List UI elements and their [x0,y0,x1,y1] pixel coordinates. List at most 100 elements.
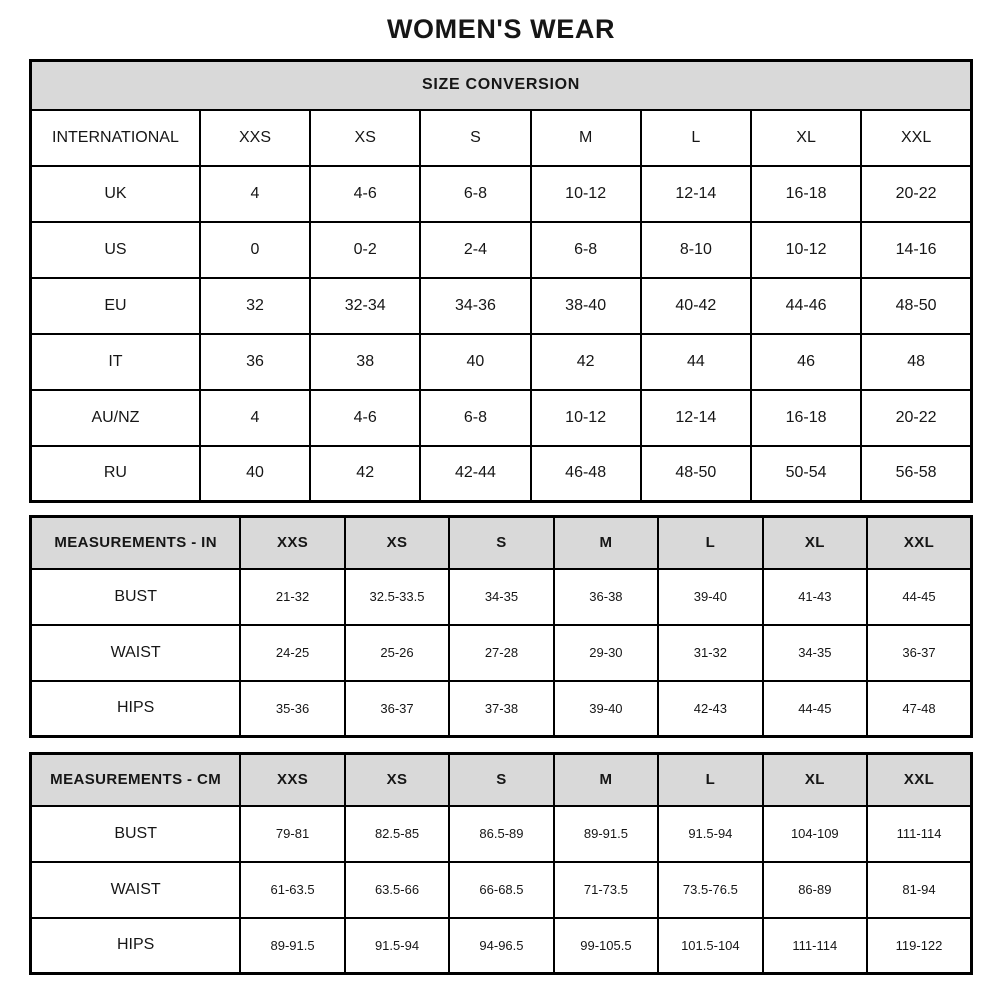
size-header-cell: M [529,108,642,167]
row-label-cell: WAIST [29,623,242,682]
row-label-cell: WAIST [29,860,242,919]
value-cell: 39-40 [552,679,660,738]
value-cell: 29-30 [552,623,660,682]
size-header-cell: M [552,752,660,807]
table-label-header-cell: MEASUREMENTS - IN [29,515,242,570]
value-cell: 6-8 [419,164,532,223]
value-cell: 63.5-66 [343,860,451,919]
value-cell: 41-43 [761,567,869,626]
value-cell: 12-14 [639,164,752,223]
value-cell: 42 [309,444,422,503]
value-cell: 44-45 [866,567,973,626]
table-row: BUST 79-81 82.5-85 86.5-89 89-91.5 91.5-94 104… [29,804,973,863]
table-title-cell: SIZE CONVERSION [29,59,973,111]
value-cell: 81-94 [866,860,973,919]
value-cell: 16-18 [749,164,863,223]
value-cell: 20-22 [860,164,973,223]
value-cell: 44 [639,332,752,391]
value-cell: 27-28 [448,623,555,682]
table-row: UK 4 4-6 6-8 10-12 12-14 16-18 20-22 [29,164,973,223]
size-header-cell: XXS [239,515,346,570]
value-cell: 32-34 [309,276,422,335]
row-label-cell: BUST [29,567,242,626]
value-cell: 61-63.5 [239,860,346,919]
table-row: AU/NZ 4 4-6 6-8 10-12 12-14 16-18 20-22 [29,388,973,447]
value-cell: 50-54 [749,444,863,503]
value-cell: 101.5-104 [657,916,764,975]
size-header-cell: XL [761,515,869,570]
value-cell: 38-40 [529,276,642,335]
size-header-cell: S [448,752,555,807]
value-cell: 48 [860,332,973,391]
value-cell: 71-73.5 [552,860,660,919]
value-cell: 16-18 [749,388,863,447]
value-cell: 48-50 [639,444,752,503]
value-cell: 36-37 [866,623,973,682]
value-cell: 36-38 [552,567,660,626]
value-cell: 42-43 [657,679,764,738]
size-header-cell: XXL [866,752,973,807]
value-cell: 86.5-89 [448,804,555,863]
value-cell: 10-12 [529,164,642,223]
value-cell: 94-96.5 [448,916,555,975]
table-row: WAIST 24-25 25-26 27-28 29-30 31-32 34-35 36-37 [29,623,973,682]
value-cell: 40-42 [639,276,752,335]
value-cell: 25-26 [343,623,451,682]
size-conversion-table: SIZE CONVERSION INTERNATIONAL XXS XS S M L XL XX… [29,59,973,503]
table-row: EU 32 32-34 34-36 38-40 40-42 44-46 48-50 [29,276,973,335]
size-header-cell: XS [343,752,451,807]
value-cell: 56-58 [860,444,973,503]
value-cell: 36 [198,332,312,391]
page-title: WOMEN'S WEAR [386,14,616,44]
value-cell: 91.5-94 [343,916,451,975]
value-cell: 40 [419,332,532,391]
value-cell: 31-32 [657,623,764,682]
value-cell: 99-105.5 [552,916,660,975]
size-header-cell: XXL [866,515,973,570]
value-cell: 119-122 [866,916,973,975]
value-cell: 48-50 [860,276,973,335]
size-header-cell: L [639,108,752,167]
row-label-cell: HIPS [29,679,242,738]
value-cell: 40 [198,444,312,503]
table-row: HIPS 35-36 36-37 37-38 39-40 42-43 44-45 47-48 [29,679,973,738]
value-cell: 42 [529,332,642,391]
value-cell: 32 [198,276,312,335]
value-cell: 89-91.5 [239,916,346,975]
size-header-cell: S [419,108,532,167]
value-cell: 39-40 [657,567,764,626]
value-cell: 73.5-76.5 [657,860,764,919]
measurements-in-table: MEASUREMENTS - IN XXS XS S M L XL XXL BUST 21-32 3… [29,515,973,738]
value-cell: 4-6 [309,388,422,447]
value-cell: 104-109 [761,804,869,863]
table-row: BUST 21-32 32.5-33.5 34-35 36-38 39-40 41-43 44… [29,567,973,626]
value-cell: 46 [749,332,863,391]
value-cell: 34-35 [761,623,869,682]
value-cell: 8-10 [639,220,752,279]
value-cell: 2-4 [419,220,532,279]
value-cell: 4 [198,164,312,223]
value-cell: 24-25 [239,623,346,682]
table-row: RU 40 42 42-44 46-48 48-50 50-54 56-58 [29,444,973,503]
measurements-cm-table: MEASUREMENTS - CM XXS XS S M L XL XXL BUST 79-81 8… [29,752,973,975]
row-label-cell: UK [29,164,201,223]
value-cell: 66-68.5 [448,860,555,919]
value-cell: 6-8 [419,388,532,447]
value-cell: 4 [198,388,312,447]
value-cell: 47-48 [866,679,973,738]
value-cell: 89-91.5 [552,804,660,863]
value-cell: 35-36 [239,679,346,738]
table-label-header-cell: INTERNATIONAL [29,108,201,167]
value-cell: 0 [198,220,312,279]
row-label-cell: HIPS [29,916,242,975]
value-cell: 111-114 [866,804,973,863]
value-cell: 14-16 [860,220,973,279]
value-cell: 0-2 [309,220,422,279]
table-row: HIPS 89-91.5 91.5-94 94-96.5 99-105.5 101.5-1… [29,916,973,975]
value-cell: 20-22 [860,388,973,447]
table-row: IT 36 38 40 42 44 46 48 [29,332,973,391]
value-cell: 91.5-94 [657,804,764,863]
table-title-row: SIZE CONVERSION [29,59,973,111]
size-header-cell: XS [309,108,422,167]
size-header-cell: L [657,752,764,807]
